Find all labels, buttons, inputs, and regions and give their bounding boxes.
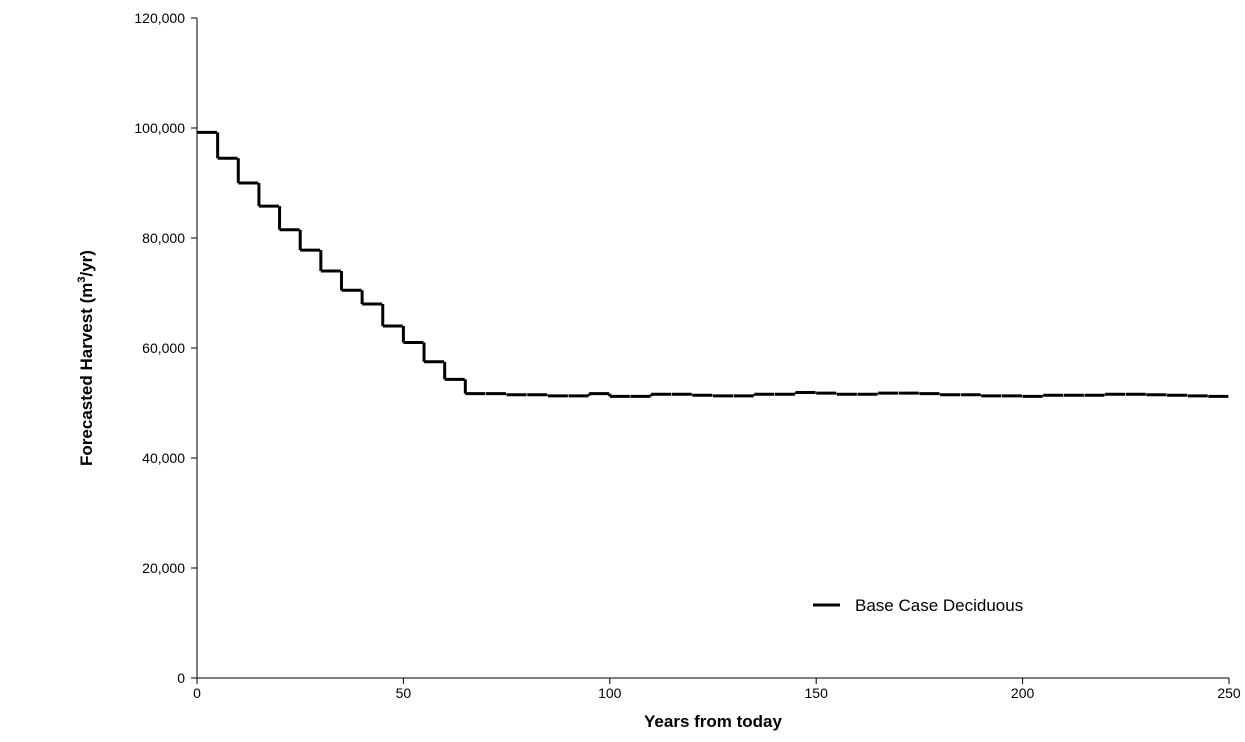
y-axis-title-tail: /yr) (77, 250, 96, 276)
data-layer (197, 130, 1229, 398)
y-tick-label: 100,000 (134, 120, 185, 136)
y-tick-label: 0 (177, 670, 185, 686)
y-tick-label: 80,000 (142, 230, 185, 246)
legend: Base Case Deciduous (813, 596, 1023, 615)
x-tick-label: 200 (1011, 685, 1035, 701)
x-tick-label: 0 (193, 685, 201, 701)
legend-label: Base Case Deciduous (855, 596, 1023, 615)
x-axis-title: Years from today (644, 712, 782, 731)
x-ticks: 0 50 100 150 200 250 (193, 678, 1241, 701)
y-axis-title-sup: 3 (76, 277, 88, 283)
series-base-case-deciduous (197, 130, 1229, 398)
x-tick-label: 250 (1217, 685, 1241, 701)
y-tick-label: 20,000 (142, 560, 185, 576)
y-tick-label: 40,000 (142, 450, 185, 466)
y-axis-title: Forecasted Harvest (m3/yr) (76, 250, 97, 466)
y-tick-label: 60,000 (142, 340, 185, 356)
y-axis-title-main: Forecasted Harvest (m (77, 283, 96, 466)
y-tick-label: 120,000 (134, 10, 185, 26)
x-tick-label: 150 (805, 685, 829, 701)
y-ticks: 0 20,000 40,000 60,000 80,000 100,000 120,000 (134, 10, 197, 686)
x-tick-label: 100 (598, 685, 622, 701)
x-tick-label: 50 (396, 685, 412, 701)
